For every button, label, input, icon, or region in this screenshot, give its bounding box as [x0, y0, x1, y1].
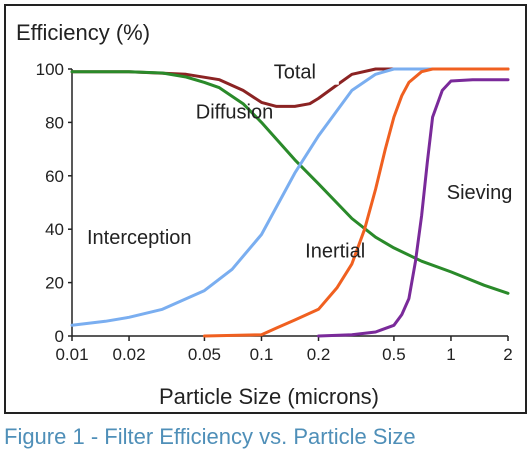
axes: 0 20 40 60 80 100 0.01 0.02 0.05 0.1 0.2 0.5 1 2	[36, 60, 513, 364]
series-label-sieving: Sieving	[447, 182, 513, 204]
series-line-diffusion	[70, 70, 510, 295]
x-tick-label: 0.2	[307, 345, 331, 364]
y-tick-label: 80	[45, 113, 64, 132]
series-line-sieving	[317, 78, 510, 338]
x-tick-label: 0.05	[188, 345, 221, 364]
x-tick-label: 1	[446, 345, 455, 364]
y-tick-label: 40	[45, 220, 64, 239]
series-label-diffusion: Diffusion	[196, 102, 273, 124]
y-tick-label: 60	[45, 167, 64, 186]
series-label-total: Total	[274, 62, 316, 84]
x-tick-label: 0.01	[55, 345, 88, 364]
series-lines	[70, 67, 510, 338]
series-line-total	[70, 67, 510, 108]
x-tick-label: 2	[503, 345, 512, 364]
y-tick-label: 100	[36, 60, 64, 79]
x-tick-label: 0.02	[112, 345, 145, 364]
x-tick-label: 0.5	[382, 345, 406, 364]
series-line-interception	[70, 67, 510, 327]
figure-caption: Figure 1 - Filter Efficiency vs. Particl…	[4, 424, 416, 449]
y-axis-title: Efficiency (%)	[16, 20, 150, 45]
y-tick-label: 20	[45, 274, 64, 293]
chart-panel: Efficiency (%) Particle Size (microns) 0…	[4, 4, 527, 414]
x-tick-label: 0.1	[250, 345, 274, 364]
x-axis-title: Particle Size (microns)	[159, 384, 379, 409]
series-label-interception: Interception	[87, 227, 192, 249]
y-tick-label: 0	[55, 327, 64, 346]
series-line-inertial	[202, 67, 510, 338]
series-label-bg	[250, 58, 339, 85]
series-label-inertial: Inertial	[305, 241, 365, 263]
chart: Efficiency (%) Particle Size (microns) 0…	[16, 20, 513, 409]
